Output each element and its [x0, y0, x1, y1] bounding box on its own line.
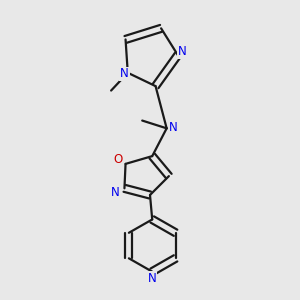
Text: N: N — [120, 68, 129, 80]
Text: N: N — [111, 186, 120, 199]
Text: N: N — [148, 272, 157, 285]
Text: O: O — [113, 153, 122, 166]
Text: N: N — [169, 121, 178, 134]
Text: N: N — [178, 45, 187, 58]
